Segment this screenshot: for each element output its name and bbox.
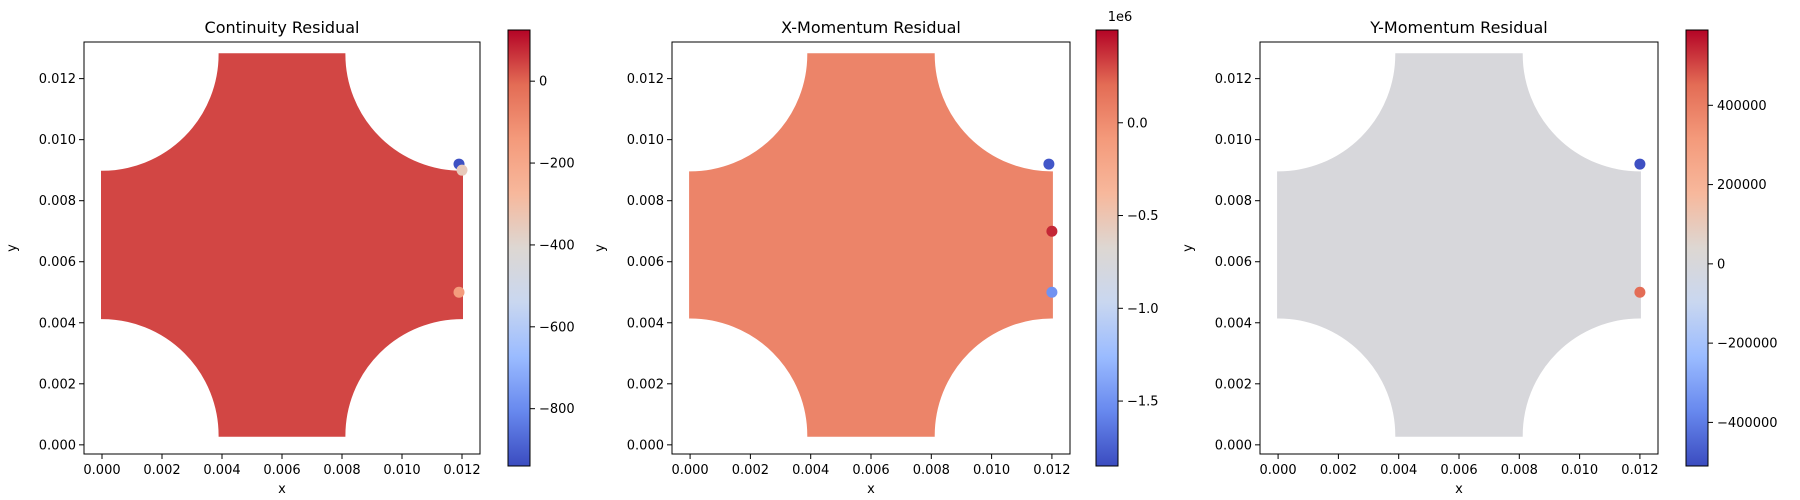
y-tick-label: 0.004 (39, 316, 76, 331)
scatter-point (1043, 158, 1055, 170)
x-tick-label: 0.012 (1621, 463, 1658, 478)
colorbar-tick-label: −200 (539, 157, 575, 172)
scatter-point (1046, 286, 1058, 298)
colorbar-tick-label: 0 (1717, 257, 1725, 272)
x-tick-label: 0.004 (1380, 463, 1417, 478)
x-tick-label: 0.006 (1440, 463, 1477, 478)
x-tick-label: 0.000 (671, 463, 708, 478)
y-tick-label: 0.008 (627, 194, 664, 209)
scatter-point (456, 164, 468, 176)
colorbar-tick-label: −400 (539, 238, 575, 253)
x-axis-label: x (867, 482, 875, 497)
scatter-domain (101, 53, 463, 437)
scatter-point (1046, 225, 1058, 237)
x-tick-label: 0.008 (1501, 463, 1538, 478)
colorbar-tick-label: 200000 (1717, 178, 1767, 193)
scatter-point (453, 286, 465, 298)
y-tick-label: 0.006 (627, 255, 664, 270)
x-tick-label: 0.004 (203, 463, 240, 478)
x-tick-label: 0.002 (1320, 463, 1357, 478)
y-tick-label: 0.010 (1215, 133, 1252, 148)
scatter-domain (1277, 53, 1641, 437)
x-tick-label: 0.010 (1561, 463, 1598, 478)
x-tick-label: 0.006 (263, 463, 300, 478)
panel-1: 0.000 0.002 0.004 0.006 0.008 0.010 0.012 0.000… (5, 18, 575, 497)
y-axis-label: y (1181, 244, 1196, 252)
y-axis-label: y (593, 244, 608, 252)
x-tick-label: 0.010 (383, 463, 420, 478)
colorbar-tick-label: −1.5 (1127, 395, 1159, 410)
colorbar-offset-label: 1e6 (1108, 10, 1133, 25)
scatter-point (1634, 158, 1646, 170)
y-tick-label: 0.010 (39, 133, 76, 148)
y-tick-label: 0.000 (1215, 438, 1252, 453)
y-tick-label: 0.004 (1215, 316, 1252, 331)
y-tick-label: 0.006 (39, 255, 76, 270)
y-tick-label: 0.012 (39, 72, 76, 87)
y-tick-label: 0.008 (1215, 194, 1252, 209)
x-axis-label: x (1455, 482, 1463, 497)
y-tick-label: 0.002 (627, 377, 664, 392)
axes-title: Y-Momentum Residual (1369, 18, 1547, 37)
x-tick-label: 0.000 (1259, 463, 1296, 478)
colorbar (1095, 29, 1119, 467)
panel-2: 0.000 0.002 0.004 0.006 0.008 0.010 0.012 0.000… (593, 10, 1159, 497)
x-tick-label: 0.000 (83, 463, 120, 478)
y-tick-label: 0.002 (39, 377, 76, 392)
x-tick-label: 0.002 (732, 463, 769, 478)
colorbar-tick-label: −0.5 (1127, 209, 1159, 224)
x-tick-label: 0.010 (973, 463, 1010, 478)
y-tick-label: 0.008 (39, 194, 76, 209)
x-tick-label: 0.002 (143, 463, 180, 478)
panel-3: 0.000 0.002 0.004 0.006 0.008 0.010 0.012 0.000… (1181, 18, 1778, 497)
colorbar (507, 29, 531, 467)
colorbar-tick-label: −800 (539, 402, 575, 417)
y-tick-label: 0.002 (1215, 377, 1252, 392)
x-tick-label: 0.008 (323, 463, 360, 478)
colorbar-tick-label: 0 (539, 75, 547, 90)
y-tick-label: 0.006 (1215, 255, 1252, 270)
y-tick-label: 0.004 (627, 316, 664, 331)
y-tick-label: 0.012 (627, 72, 664, 87)
x-axis-label: x (278, 482, 286, 497)
colorbar (1685, 29, 1709, 467)
colorbar-tick-label: −1.0 (1127, 302, 1159, 317)
y-tick-label: 0.000 (39, 438, 76, 453)
x-tick-label: 0.006 (852, 463, 889, 478)
colorbar-tick-label: 0.0 (1127, 116, 1148, 131)
scatter-point (1634, 286, 1646, 298)
y-tick-label: 0.012 (1215, 72, 1252, 87)
y-axis-label: y (5, 244, 20, 252)
x-tick-label: 0.004 (792, 463, 829, 478)
colorbar-tick-label: 400000 (1717, 99, 1767, 114)
scatter-domain (689, 53, 1053, 437)
x-tick-label: 0.008 (913, 463, 950, 478)
colorbar-tick-label: −600 (539, 320, 575, 335)
colorbar-tick-label: −400000 (1717, 416, 1778, 431)
x-tick-label: 0.012 (1033, 463, 1070, 478)
x-tick-label: 0.012 (443, 463, 480, 478)
axes-title: X-Momentum Residual (781, 18, 961, 37)
axes-title: Continuity Residual (205, 18, 360, 37)
colorbar-tick-label: −200000 (1717, 337, 1778, 352)
y-tick-label: 0.000 (627, 438, 664, 453)
y-tick-label: 0.010 (627, 133, 664, 148)
